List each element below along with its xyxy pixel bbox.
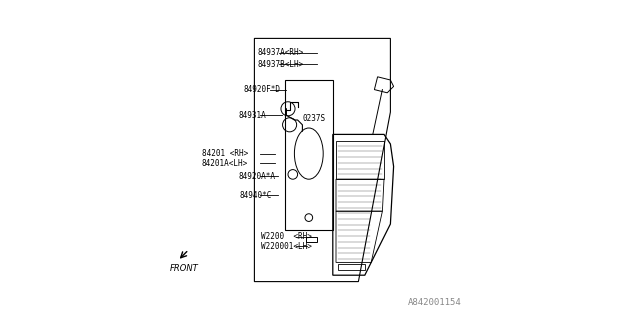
Text: 84937A<RH>: 84937A<RH>: [258, 48, 304, 57]
Text: 0237S: 0237S: [302, 114, 326, 123]
Text: 84920F*D: 84920F*D: [243, 85, 280, 94]
Text: 84940*C: 84940*C: [239, 191, 272, 200]
Text: 84937B<LH>: 84937B<LH>: [258, 60, 304, 68]
Text: W2200  <RH>: W2200 <RH>: [261, 232, 312, 241]
Text: A842001154: A842001154: [408, 298, 462, 307]
Text: 84201 <RH>: 84201 <RH>: [202, 149, 248, 158]
Text: 84920A*A: 84920A*A: [239, 172, 275, 180]
Text: 84931A: 84931A: [239, 111, 266, 120]
Text: FRONT: FRONT: [170, 264, 198, 273]
Text: W220001<LH>: W220001<LH>: [261, 242, 312, 251]
Text: 84201A<LH>: 84201A<LH>: [202, 159, 248, 168]
